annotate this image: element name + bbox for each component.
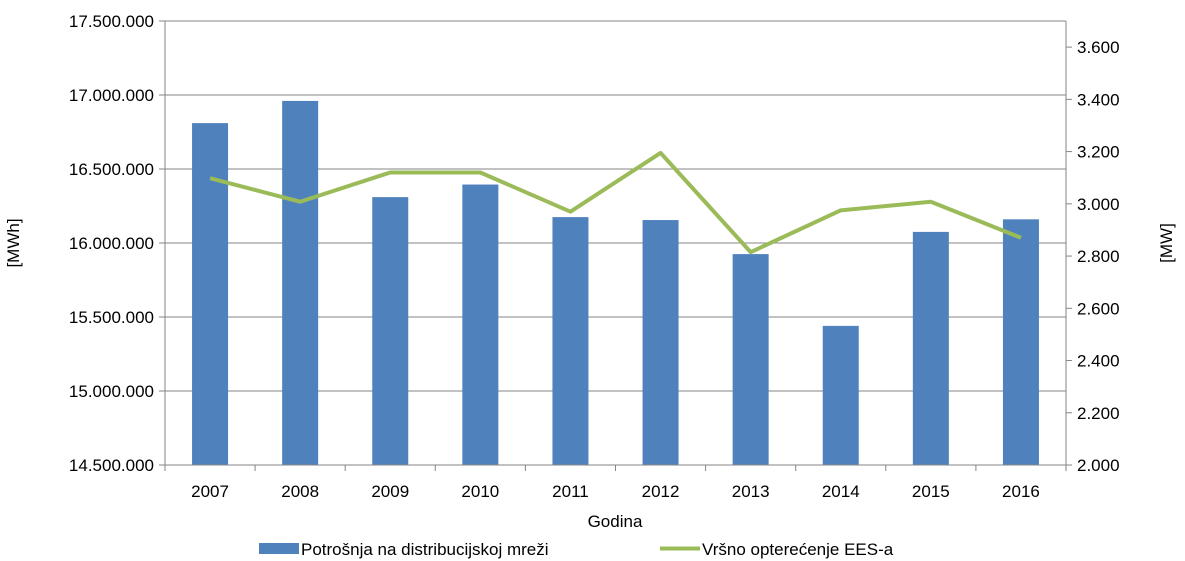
bar: [822, 325, 859, 465]
bar: [192, 123, 229, 466]
y2-tick-label: 3.200: [1077, 143, 1120, 162]
bar-series: [192, 100, 1039, 466]
bar: [912, 231, 949, 465]
x-tick-label: 2015: [912, 482, 950, 501]
y2-axis-title: [MW]: [1157, 223, 1176, 263]
bar: [642, 220, 679, 465]
y2-tick-label: 2.800: [1077, 247, 1120, 266]
x-tick-label: 2008: [281, 482, 319, 501]
line-series: [209, 150, 1022, 255]
bar: [462, 184, 499, 466]
legend: Potrošnja na distribucijskoj mreži Vršno…: [259, 540, 894, 559]
y2-tick-label: 2.000: [1077, 456, 1120, 475]
y-tick-label: 17.500.000: [69, 12, 154, 31]
legend-line-label: Vršno opterećenje EES-a: [702, 540, 894, 559]
bar: [282, 100, 319, 466]
bar: [552, 217, 589, 465]
y2-tick-label: 2.200: [1077, 404, 1120, 423]
x-tick-label: 2007: [191, 482, 229, 501]
y-tick-label: 15.000.000: [69, 382, 154, 401]
y2-tick-label: 2.400: [1077, 352, 1120, 371]
x-tick-label: 2016: [1002, 482, 1040, 501]
x-tick-label: 2012: [642, 482, 680, 501]
y-axis-title: [MWh]: [4, 218, 23, 267]
y-tick-label: 16.000.000: [69, 234, 154, 253]
x-axis-title: Godina: [588, 512, 643, 531]
bar: [732, 254, 769, 465]
x-tick-label: 2013: [732, 482, 770, 501]
series-line: [209, 150, 1022, 255]
y2-tick-label: 3.000: [1077, 195, 1120, 214]
y2-tick-label: 3.400: [1077, 90, 1120, 109]
x-tick-label: 2009: [371, 482, 409, 501]
x-tick-label: 2014: [822, 482, 860, 501]
legend-bar-label: Potrošnja na distribucijskoj mreži: [301, 540, 549, 559]
y-tick-label: 15.500.000: [69, 308, 154, 327]
x-tick-label: 2010: [461, 482, 499, 501]
x-tick-label: 2011: [552, 482, 589, 501]
axes: [159, 20, 1072, 471]
y-tick-label: 14.500.000: [69, 456, 154, 475]
tick-labels: 14.500.000 15.000.000 15.500.000 16.000.000…: [69, 12, 1120, 501]
y-tick-label: 17.000.000: [69, 86, 154, 105]
legend-bar-swatch: [259, 543, 299, 554]
y2-tick-label: 2.600: [1077, 299, 1120, 318]
y-tick-label: 16.500.000: [69, 160, 154, 179]
bar: [1002, 219, 1039, 465]
bar: [372, 197, 409, 465]
y2-tick-label: 3.600: [1077, 38, 1120, 57]
